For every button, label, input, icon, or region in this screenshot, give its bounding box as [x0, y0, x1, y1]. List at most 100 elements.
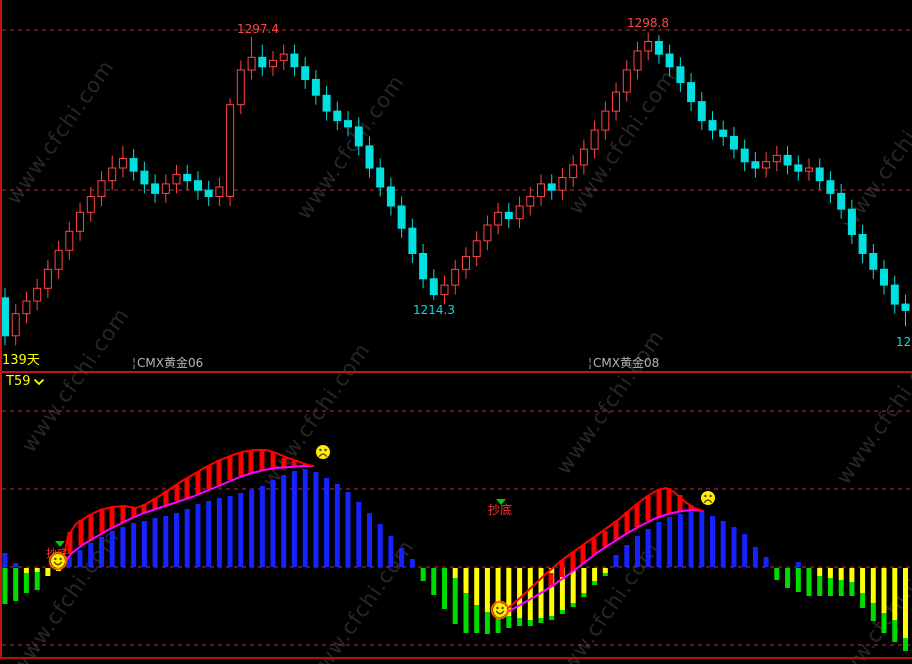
chevron-down-icon[interactable]: [33, 378, 45, 386]
candle-up: [483, 215, 492, 251]
price-label: 12: [896, 335, 912, 349]
hist-bar-green: [892, 620, 898, 642]
candle-up: [558, 168, 567, 200]
hist-bar-green: [549, 616, 555, 620]
candle-down: [151, 174, 160, 203]
hist-bar-blue: [324, 478, 330, 567]
hist-bar-blue: [613, 555, 619, 567]
hist-bar-blue: [656, 522, 662, 567]
signal-area-hatch-bar: [238, 452, 244, 476]
signal-area-hatch-bar: [227, 456, 233, 480]
hist-bar-yellow: [849, 568, 855, 582]
hist-bar-blue: [731, 527, 737, 567]
candle-up: [279, 44, 288, 70]
signal-area-hatch-bar: [645, 496, 651, 521]
hist-bar-green: [484, 612, 490, 634]
hist-bar-blue: [635, 536, 640, 567]
hist-bar-green: [795, 568, 801, 592]
bottom-frame-border: [0, 657, 912, 659]
candle-down: [311, 69, 320, 105]
candle-down: [751, 152, 760, 178]
candle-up: [108, 155, 117, 191]
candle-up: [215, 177, 224, 206]
hist-bar-green: [23, 573, 29, 593]
candle-up: [97, 171, 106, 206]
candle-up: [772, 145, 781, 172]
candle-down: [258, 44, 267, 77]
hist-bar-blue: [645, 529, 651, 567]
signal-area-hatch-bar: [677, 495, 683, 511]
hist-bar-green: [452, 578, 458, 624]
indicator-selector[interactable]: T59: [6, 374, 45, 390]
signal-area-hatch-bar: [291, 461, 297, 467]
signal-area-hatch-bar: [109, 507, 115, 528]
hist-bar-blue: [345, 492, 351, 567]
hist-bar-blue: [270, 480, 276, 567]
signal-area-hatch-bar: [259, 450, 265, 470]
candle-up: [172, 164, 181, 194]
hist-bar-blue: [742, 534, 748, 567]
hist-bar-green: [870, 603, 876, 621]
candle-down: [140, 161, 149, 194]
signal-area-hatch-bar: [163, 491, 169, 505]
hist-bar-blue: [249, 490, 255, 567]
hist-bar-blue: [120, 527, 126, 567]
indicator-chart[interactable]: [0, 390, 912, 664]
candle-down: [740, 139, 749, 172]
candle-down: [837, 183, 846, 219]
hist-bar-green: [527, 620, 533, 626]
hist-bar-blue: [334, 484, 340, 567]
hist-bar-blue: [367, 513, 372, 567]
panel-separator-line: [0, 371, 912, 373]
signal-area-hatch-bar: [591, 538, 597, 555]
candle-up: [537, 174, 545, 206]
signal-area-hatch-bar: [613, 521, 619, 540]
hist-bar-blue: [313, 472, 319, 567]
hist-bar-yellow: [903, 568, 908, 638]
candle-down: [204, 180, 213, 206]
signal-area-hatch-bar: [580, 545, 586, 564]
signal-area-hatch-bar: [624, 512, 630, 533]
buy-dip-annotation: 抄底: [46, 547, 68, 560]
hist-bar-blue: [131, 523, 137, 567]
candle-down: [376, 158, 385, 197]
hist-bar-yellow: [452, 568, 458, 578]
hist-bar-green: [860, 593, 866, 608]
candle-up: [579, 139, 588, 175]
candle-up: [33, 278, 42, 311]
hist-bar-blue: [184, 509, 190, 567]
hist-bar-green: [13, 568, 19, 601]
signal-area-hatch-bar: [152, 498, 158, 509]
hist-bar-blue: [152, 518, 158, 567]
hist-bar-blue: [141, 521, 147, 567]
candle-up: [515, 196, 524, 229]
candle-down: [129, 149, 138, 181]
hist-bar-blue: [163, 516, 169, 567]
hist-bar-green: [463, 593, 469, 633]
signal-area-hatch-bar: [99, 509, 105, 533]
buy-dip-annotation: 抄底: [488, 503, 513, 517]
green-down-triangle-icon: [496, 499, 506, 505]
hist-bar-green: [559, 610, 565, 614]
candle-down: [301, 57, 310, 89]
hist-bar-yellow: [870, 568, 876, 603]
candle-up: [590, 120, 599, 159]
hist-bar-blue: [66, 557, 72, 567]
candle-down: [697, 92, 706, 131]
hist-bar-green: [474, 605, 480, 633]
green-down-triangle-icon: [55, 541, 65, 547]
indicator-name-label[interactable]: T59: [6, 374, 31, 389]
left-frame-border: [0, 0, 2, 659]
hist-bar-blue: [409, 559, 415, 567]
price-label: 1297.4: [237, 22, 279, 36]
candlestick-chart[interactable]: [0, 0, 912, 372]
hist-bar-green: [442, 568, 447, 609]
candle-down: [708, 111, 717, 140]
hist-bar-yellow: [838, 568, 844, 580]
hist-bar-yellow: [860, 568, 866, 593]
hist-bar-blue: [763, 557, 769, 567]
candle-down: [322, 85, 331, 121]
hist-bar-blue: [399, 548, 405, 567]
hist-bar-green: [2, 568, 8, 604]
hist-bar-green: [581, 593, 587, 597]
